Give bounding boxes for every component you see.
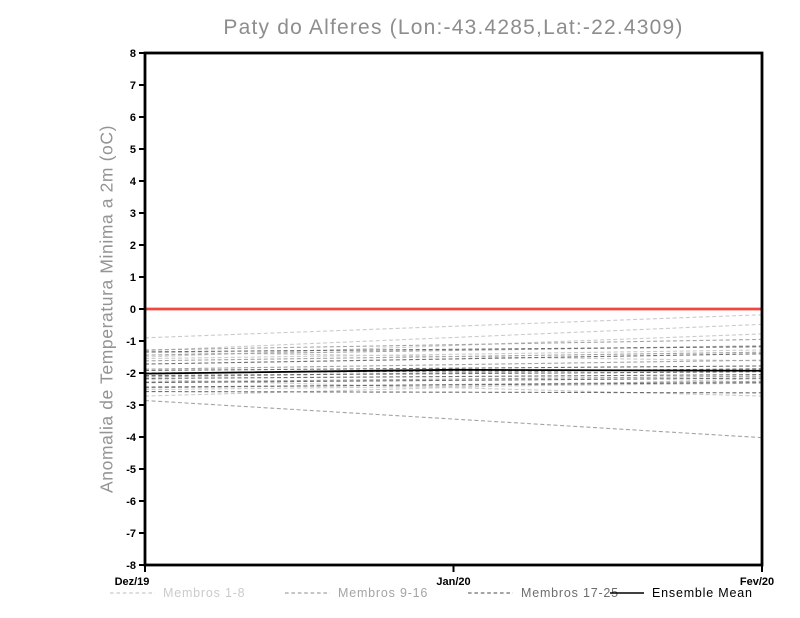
legend-item-3: Membros 17-25 — [468, 583, 619, 603]
member-line-11 — [144, 351, 763, 362]
x-tick-label-Dez/19: Dez/19 — [115, 576, 150, 588]
member-line-10 — [144, 345, 763, 356]
legend-dashed-line-swatch — [468, 592, 513, 594]
member-line-19 — [144, 365, 763, 371]
x-tick-label-Fev/20: Fev/20 — [740, 576, 774, 588]
member-line-2 — [144, 323, 763, 352]
legend-solid-line-swatch — [610, 592, 644, 594]
legend-label: Membros 9-16 — [338, 586, 429, 600]
legend-item-1: Membros 1-8 — [110, 583, 245, 603]
y-tick-label-5: 5 — [130, 144, 136, 156]
legend-item-2: Membros 9-16 — [285, 583, 428, 603]
member-line-21 — [144, 371, 763, 377]
legend-label: Ensemble Mean — [652, 586, 753, 600]
y-tick-label--4: -4 — [126, 432, 137, 444]
member-line-22 — [144, 374, 763, 379]
legend-dashed-line-swatch — [285, 592, 330, 594]
member-line-4 — [144, 349, 763, 360]
legend-item-4: Ensemble Mean — [610, 583, 753, 603]
y-tick-label-8: 8 — [130, 48, 136, 60]
member-line-9 — [144, 338, 763, 351]
y-tick-label--8: -8 — [126, 560, 136, 572]
ensemble-mean-line — [144, 368, 763, 375]
y-tick-label-0: 0 — [130, 304, 136, 316]
member-line-8 — [144, 378, 763, 397]
member-line-7 — [144, 382, 763, 391]
y-tick-label-1: 1 — [130, 272, 136, 284]
member-line-25 — [144, 391, 763, 394]
member-line-12 — [144, 359, 763, 370]
x-tick-label-Jan/20: Jan/20 — [436, 576, 470, 588]
axis-frame — [143, 51, 764, 567]
member-line-17 — [144, 346, 763, 353]
y-tick-label-6: 6 — [130, 112, 136, 124]
legend-label: Membros 1-8 — [163, 586, 246, 600]
y-tick-label-4: 4 — [130, 176, 137, 188]
member-line-18 — [144, 353, 763, 365]
legend-label: Membros 17-25 — [521, 586, 619, 600]
member-line-1 — [144, 314, 763, 339]
y-tick-label--1: -1 — [126, 336, 136, 348]
y-tick-label-2: 2 — [130, 240, 136, 252]
legend: Membros 1-8 Membros 9-16 Membros 17-25 Ense… — [0, 583, 800, 605]
chart-title: Paty do Alferes (Lon:-43.4285,Lat:-22.43… — [223, 16, 684, 39]
member-line-24 — [144, 382, 763, 388]
member-line-14 — [144, 375, 763, 383]
member-line-16 — [144, 399, 763, 439]
y-tick-label-7: 7 — [130, 80, 136, 92]
member-line-23 — [144, 377, 763, 384]
y-tick-label-3: 3 — [130, 208, 136, 220]
y-tick-label--2: -2 — [126, 368, 136, 380]
legend-dashed-line-swatch — [110, 592, 155, 594]
y-tick-label--5: -5 — [126, 464, 136, 476]
y-tick-label--7: -7 — [126, 528, 136, 540]
y-tick-label--6: -6 — [126, 496, 136, 508]
y-tick-label--3: -3 — [126, 400, 136, 412]
